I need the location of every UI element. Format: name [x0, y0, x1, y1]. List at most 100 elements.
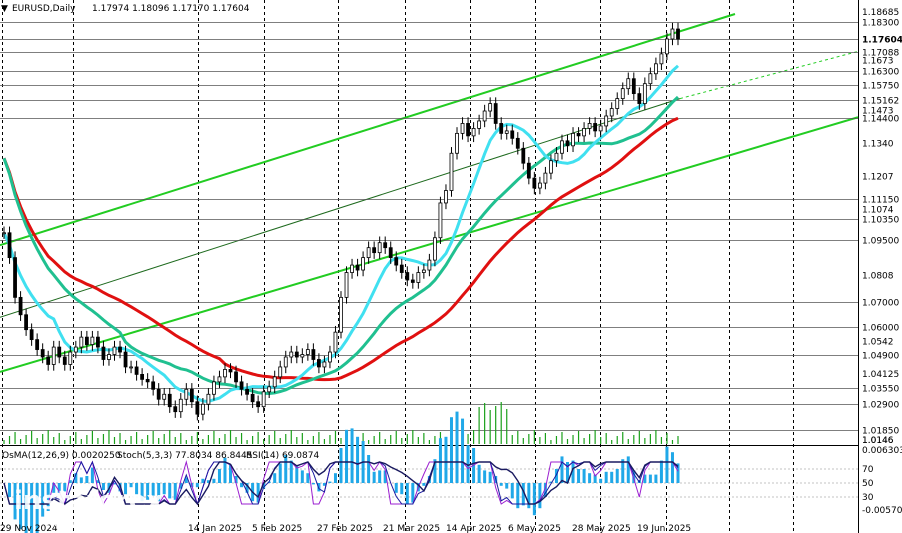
header-arrow-icon: ▼ — [1, 4, 8, 14]
osma-bar — [13, 483, 17, 520]
candle-body — [532, 177, 537, 189]
stoch-label: Stoch(5,3,3) 77.8034 86.8445 — [117, 451, 252, 461]
osma-bar — [179, 483, 183, 489]
volume-scale-label: 1.0146 — [862, 436, 894, 446]
osma-bar — [195, 483, 199, 488]
price-axis: 1.18300 1.17604 1.17088 1.16300 1.15750 1.151… — [862, 8, 902, 516]
candle-body — [593, 123, 598, 132]
candle-body — [90, 336, 95, 345]
osma-bar — [538, 483, 542, 509]
osma-label: OsMA(12,26,9) 0.0020250 — [2, 451, 121, 461]
osma-bar — [532, 483, 536, 516]
price-tick: 1.1207 — [862, 172, 894, 182]
candle-body — [40, 349, 45, 358]
candle-body — [620, 88, 625, 99]
level-label: 1.18300 — [862, 19, 899, 29]
level-label: 1.02900 — [862, 401, 899, 411]
osma-bar — [151, 483, 155, 496]
candle-body — [526, 162, 531, 179]
osma-bar — [240, 483, 244, 488]
osc-scale-label: -0.005702 — [862, 506, 902, 516]
candle-body — [228, 369, 233, 373]
candle-body — [156, 388, 161, 400]
osma-bar — [206, 480, 210, 483]
osma-bar — [245, 483, 249, 493]
price-tick: 1.1473 — [862, 106, 894, 116]
rsi-line — [3, 461, 679, 506]
candle-body — [654, 63, 658, 75]
candle-body — [433, 237, 437, 261]
candle-body — [399, 264, 404, 273]
osma-bar — [466, 445, 470, 483]
candle-body — [615, 98, 620, 109]
candle-body — [361, 257, 365, 271]
osma-bar — [626, 456, 630, 483]
osma-bar — [554, 469, 558, 483]
candle-body — [305, 349, 310, 355]
candle-body — [571, 132, 575, 147]
channel-mid-ext — [679, 50, 859, 100]
osma-bar — [35, 483, 39, 533]
candle-body — [455, 132, 459, 154]
osma-bar — [124, 483, 128, 495]
candle-body — [24, 314, 28, 331]
time-tick: 6 May 2025 — [508, 524, 561, 533]
osma-bar — [372, 471, 376, 483]
candle-body — [482, 110, 487, 122]
osma-bar — [438, 438, 442, 483]
candle-body — [427, 259, 432, 271]
candle-body — [604, 115, 609, 127]
candle-body — [626, 78, 631, 90]
osma-bar — [311, 483, 315, 485]
level-label: 1.14400 — [862, 115, 899, 125]
time-tick: 21 Mar 2025 — [383, 524, 440, 533]
main-pane — [0, 0, 858, 444]
osma-bar — [96, 480, 100, 483]
candle-body — [372, 247, 377, 254]
candle-body — [560, 140, 564, 154]
osma-bar — [234, 476, 238, 483]
osma-bar — [8, 483, 12, 497]
osma-bar — [146, 483, 150, 500]
osc-scale-label: 30 — [862, 493, 874, 503]
osma-bar — [411, 483, 415, 503]
candle-body — [57, 346, 62, 358]
candle-body — [278, 366, 283, 378]
candle-body — [322, 361, 327, 368]
osma-bar — [648, 474, 652, 483]
osc-scale-label: 0.006303 — [862, 446, 902, 456]
osma-bar — [599, 478, 603, 483]
candle-body — [29, 329, 34, 341]
candle-body — [96, 336, 100, 348]
candle-body — [200, 403, 205, 415]
candle-body — [101, 346, 106, 360]
level-label: 1.17088 — [862, 49, 899, 59]
osma-bar — [350, 428, 354, 483]
level-label: 1.03550 — [862, 385, 899, 395]
osma-bar — [588, 473, 592, 483]
candle-body — [272, 376, 277, 388]
osma-bar — [455, 411, 459, 483]
channel-mid — [0, 98, 681, 318]
candle-body — [294, 351, 299, 358]
candle-body — [328, 351, 332, 363]
osma-bar — [615, 469, 619, 483]
candle-body — [344, 272, 349, 298]
candle-body — [421, 269, 426, 273]
candle-body — [355, 264, 360, 271]
osma-bar — [499, 483, 503, 486]
osma-bar — [74, 473, 78, 483]
candle-body — [543, 172, 548, 184]
level-label: 1.07000 — [862, 299, 899, 309]
candle-body — [366, 247, 371, 259]
osma-bar — [422, 483, 426, 486]
candle-body — [565, 140, 570, 147]
candle-body — [642, 83, 647, 104]
osma-bar — [543, 483, 547, 497]
indicator-pane — [0, 411, 858, 533]
time-tick: 14 Jan 2025 — [188, 524, 242, 533]
candle-body — [339, 296, 343, 333]
candle-body — [405, 272, 410, 281]
time-tick: 29 Nov 2024 — [0, 524, 58, 533]
